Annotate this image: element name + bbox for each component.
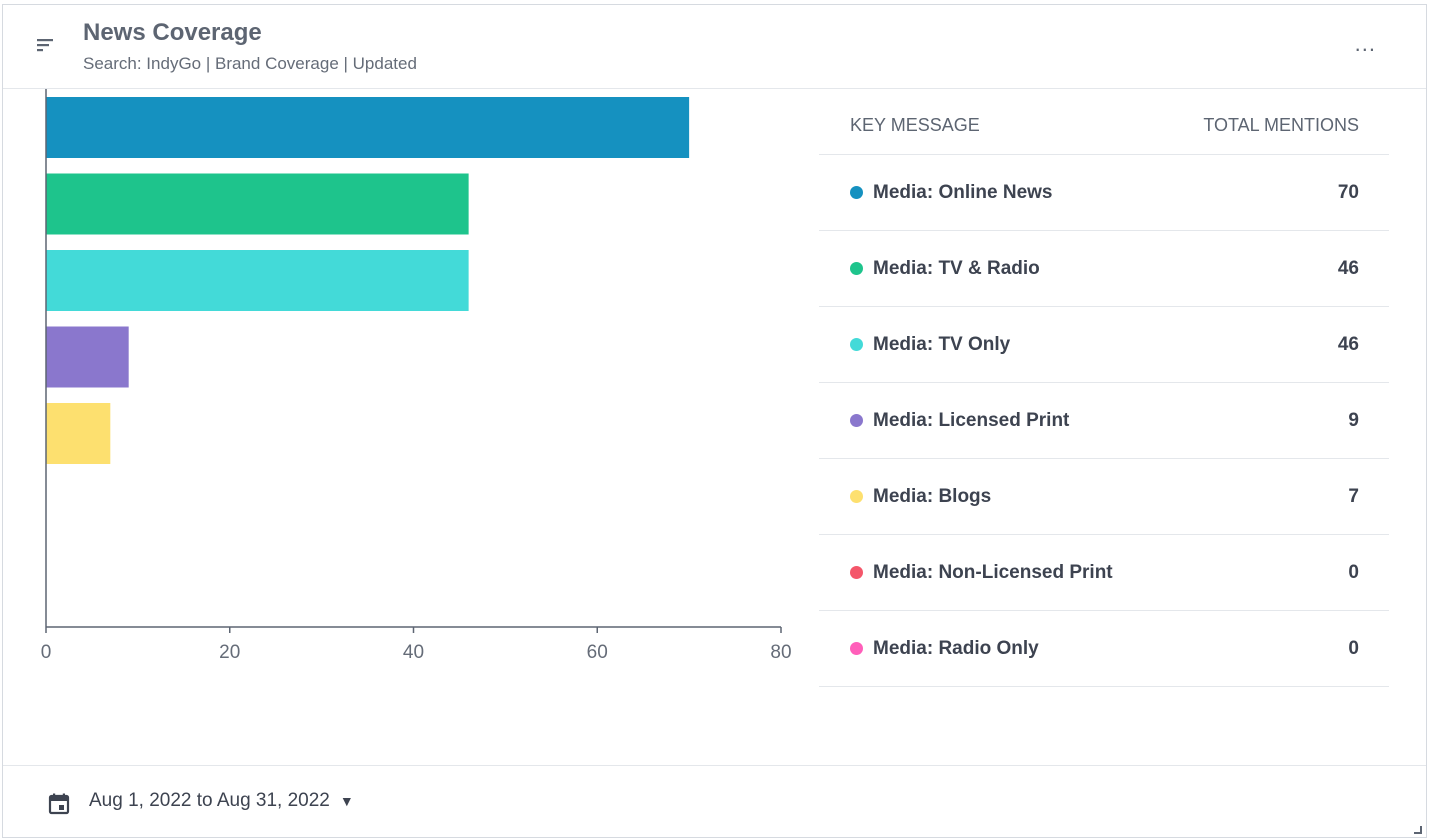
legend-color-dot xyxy=(850,642,863,655)
sort-menu-icon[interactable] xyxy=(37,35,57,55)
table-row[interactable]: Media: TV & Radio 46 xyxy=(819,231,1389,307)
bar-chart: 0 20 40 60 80 xyxy=(41,89,792,663)
total-mentions-value: 9 xyxy=(1348,410,1359,431)
dropdown-caret-icon: ▼ xyxy=(339,793,354,809)
key-message-label: Media: Online News xyxy=(873,182,1053,203)
total-mentions-value: 46 xyxy=(1337,334,1359,355)
widget-header: News Coverage Search: IndyGo | Brand Cov… xyxy=(3,5,1426,89)
bar[interactable] xyxy=(46,173,469,235)
key-message-label: Media: Radio Only xyxy=(873,638,1039,659)
x-tick-label: 40 xyxy=(403,642,424,663)
x-tick-label: 60 xyxy=(587,642,608,663)
date-range-selector[interactable]: Aug 1, 2022 to Aug 31, 2022 ▼ xyxy=(89,790,354,812)
more-options-button[interactable]: ... xyxy=(1354,31,1376,56)
key-message-label: Media: TV & Radio xyxy=(873,258,1040,279)
key-message-label: Media: Non-Licensed Print xyxy=(873,562,1113,583)
bar[interactable] xyxy=(46,326,129,388)
table-row[interactable]: Media: TV Only 46 xyxy=(819,307,1389,383)
key-message-label: Media: TV Only xyxy=(873,334,1011,355)
news-coverage-widget: News Coverage Search: IndyGo | Brand Cov… xyxy=(2,4,1427,838)
legend-color-dot xyxy=(850,490,863,503)
total-mentions-value: 70 xyxy=(1337,182,1359,203)
table-header: KEY MESSAGE TOTAL MENTIONS xyxy=(819,101,1389,155)
widget-subtitle: Search: IndyGo | Brand Coverage | Update… xyxy=(83,54,417,73)
key-message-label: Media: Licensed Print xyxy=(873,410,1070,431)
legend-color-dot xyxy=(850,262,863,275)
mentions-table: KEY MESSAGE TOTAL MENTIONS Media: Online… xyxy=(819,101,1389,687)
col-header-total-mentions[interactable]: TOTAL MENTIONS xyxy=(1203,115,1359,135)
table-row[interactable]: Media: Non-Licensed Print 0 xyxy=(819,535,1389,611)
legend-color-dot xyxy=(850,186,863,199)
col-header-key-message[interactable]: KEY MESSAGE xyxy=(850,115,980,135)
total-mentions-value: 46 xyxy=(1337,258,1359,279)
bar[interactable] xyxy=(46,97,690,158)
x-tick-label: 0 xyxy=(41,642,52,663)
x-tick-label: 20 xyxy=(219,642,240,663)
bar[interactable] xyxy=(46,250,469,311)
total-mentions-value: 0 xyxy=(1348,562,1359,583)
widget-footer: Aug 1, 2022 to Aug 31, 2022 ▼ xyxy=(3,765,1426,837)
x-tick-label: 80 xyxy=(770,642,791,663)
key-message-label: Media: Blogs xyxy=(873,486,992,507)
total-mentions-value: 0 xyxy=(1348,638,1359,659)
legend-color-dot xyxy=(850,414,863,427)
resize-handle[interactable] xyxy=(1414,826,1422,834)
widget-title: News Coverage xyxy=(83,19,262,46)
table-row[interactable]: Media: Licensed Print 9 xyxy=(819,383,1389,459)
bar[interactable] xyxy=(46,403,111,464)
date-range-label: Aug 1, 2022 to Aug 31, 2022 xyxy=(89,790,330,811)
total-mentions-value: 7 xyxy=(1348,486,1359,507)
legend-color-dot xyxy=(850,338,863,351)
table-row[interactable]: Media: Radio Only 0 xyxy=(819,611,1389,687)
legend-color-dot xyxy=(850,566,863,579)
calendar-icon xyxy=(48,793,70,815)
table-row[interactable]: Media: Blogs 7 xyxy=(819,459,1389,535)
table-row[interactable]: Media: Online News 70 xyxy=(819,155,1389,231)
